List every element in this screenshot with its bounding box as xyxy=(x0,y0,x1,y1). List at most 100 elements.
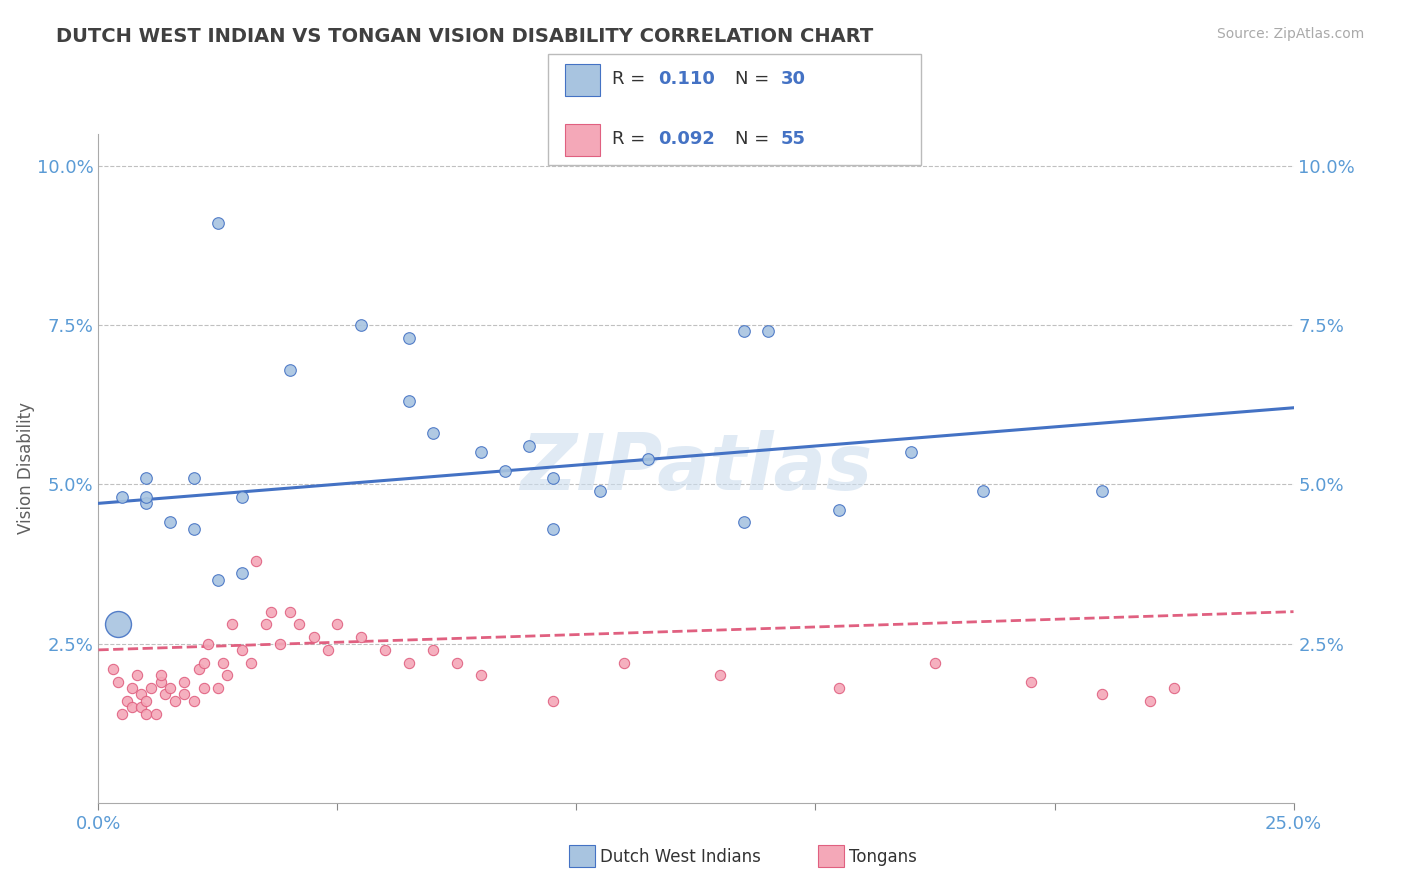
Point xyxy=(149,674,172,689)
Point xyxy=(107,617,129,632)
Point xyxy=(398,656,420,670)
Point xyxy=(159,681,181,695)
Point xyxy=(135,694,157,708)
Point xyxy=(155,688,177,702)
Point xyxy=(288,617,311,632)
Point xyxy=(470,445,492,459)
Point xyxy=(159,516,181,530)
Point xyxy=(193,681,215,695)
Point xyxy=(173,674,195,689)
Point xyxy=(733,324,755,338)
Point xyxy=(135,706,157,721)
Point xyxy=(183,471,205,485)
Point xyxy=(183,522,205,536)
Point xyxy=(1019,674,1042,689)
Point xyxy=(422,643,444,657)
Text: 55: 55 xyxy=(780,130,806,148)
Point xyxy=(733,516,755,530)
Point xyxy=(1139,694,1161,708)
Text: N =: N = xyxy=(735,130,775,148)
Point xyxy=(231,566,253,581)
Point xyxy=(121,700,143,714)
Point xyxy=(139,681,162,695)
Point xyxy=(173,688,195,702)
Point xyxy=(541,694,564,708)
Point xyxy=(1091,483,1114,498)
Point xyxy=(111,490,134,504)
Point xyxy=(828,502,851,516)
Text: 0.092: 0.092 xyxy=(658,130,714,148)
Point xyxy=(398,394,420,409)
Point xyxy=(217,668,239,682)
Point xyxy=(115,694,138,708)
Point xyxy=(900,445,922,459)
Text: R =: R = xyxy=(612,130,651,148)
Point xyxy=(145,706,167,721)
Point xyxy=(637,451,659,466)
Point xyxy=(374,643,396,657)
Point xyxy=(197,636,219,650)
Point xyxy=(111,706,134,721)
Point xyxy=(350,318,373,332)
Point xyxy=(221,617,243,632)
Point xyxy=(207,216,229,230)
Point xyxy=(316,643,339,657)
Text: Tongans: Tongans xyxy=(849,848,917,866)
Point xyxy=(589,483,612,498)
Point xyxy=(1091,688,1114,702)
Point xyxy=(121,681,143,695)
Point xyxy=(211,656,233,670)
Point xyxy=(231,643,253,657)
Point xyxy=(101,662,124,676)
Point xyxy=(326,617,349,632)
Text: 0.110: 0.110 xyxy=(658,70,714,88)
Point xyxy=(131,700,153,714)
Text: Dutch West Indians: Dutch West Indians xyxy=(600,848,761,866)
Point xyxy=(1163,681,1185,695)
Text: ZIPatlas: ZIPatlas xyxy=(520,430,872,507)
Point xyxy=(135,496,157,510)
Point xyxy=(398,331,420,345)
Point xyxy=(278,605,301,619)
Point xyxy=(193,656,215,670)
Point xyxy=(709,668,731,682)
Point xyxy=(131,688,153,702)
Point xyxy=(924,656,946,670)
Point xyxy=(149,668,172,682)
Point xyxy=(259,605,281,619)
Text: R =: R = xyxy=(612,70,651,88)
Point xyxy=(613,656,636,670)
Text: N =: N = xyxy=(735,70,775,88)
Point xyxy=(972,483,994,498)
Point xyxy=(207,681,229,695)
Y-axis label: Vision Disability: Vision Disability xyxy=(17,402,35,534)
Point xyxy=(446,656,468,670)
Point xyxy=(231,490,253,504)
Point xyxy=(302,630,325,644)
Point xyxy=(756,324,779,338)
Point xyxy=(269,636,291,650)
Point xyxy=(828,681,851,695)
Point xyxy=(240,656,263,670)
Point xyxy=(278,362,301,376)
Point xyxy=(494,465,516,479)
Point xyxy=(422,426,444,441)
Point xyxy=(517,439,540,453)
Point xyxy=(125,668,148,682)
Point xyxy=(541,471,564,485)
Point xyxy=(135,471,157,485)
Point xyxy=(245,554,267,568)
Text: DUTCH WEST INDIAN VS TONGAN VISION DISABILITY CORRELATION CHART: DUTCH WEST INDIAN VS TONGAN VISION DISAB… xyxy=(56,27,873,45)
Point xyxy=(183,694,205,708)
Point xyxy=(541,522,564,536)
Point xyxy=(207,573,229,587)
Point xyxy=(135,490,157,504)
Point xyxy=(187,662,209,676)
Point xyxy=(470,668,492,682)
Point xyxy=(254,617,277,632)
Text: 30: 30 xyxy=(780,70,806,88)
Text: Source: ZipAtlas.com: Source: ZipAtlas.com xyxy=(1216,27,1364,41)
Point xyxy=(107,674,129,689)
Point xyxy=(163,694,186,708)
Point xyxy=(350,630,373,644)
